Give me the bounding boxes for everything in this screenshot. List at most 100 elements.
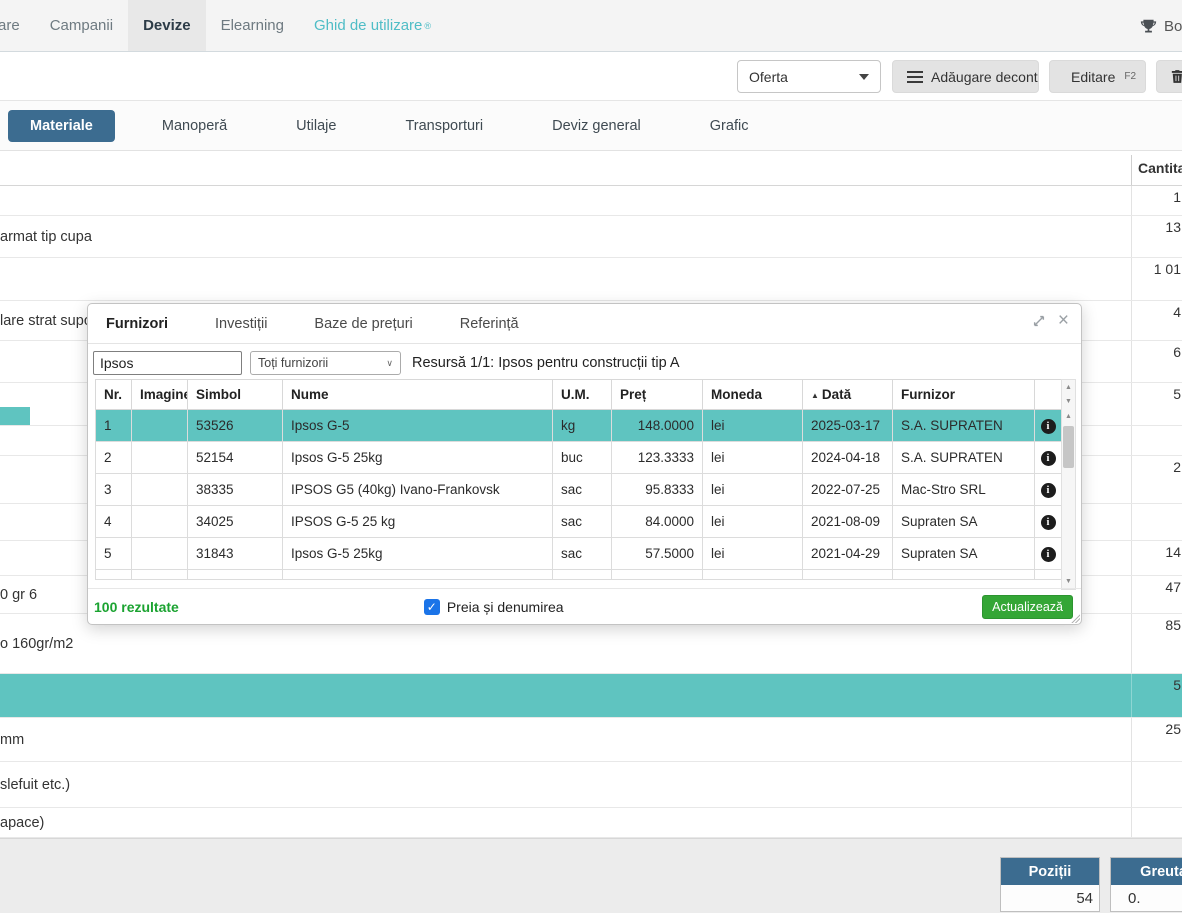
nav-user[interactable]: Bor xyxy=(1140,0,1182,52)
dialog-window-controls: × xyxy=(1032,310,1069,331)
suppliers-dialog: Furnizori Investiții Baze de prețuri Referi… xyxy=(87,303,1082,625)
column-header-label: Simbol xyxy=(196,387,242,402)
tab-manoperă[interactable]: Manoperă xyxy=(140,110,249,142)
nav-item-label: Ghid de utilizare xyxy=(313,17,423,34)
nav-item-label: Devize xyxy=(143,17,191,34)
nav-item[interactable]: Elearning xyxy=(206,0,299,51)
dialog-tab-investiții[interactable]: Investiții xyxy=(215,316,267,332)
dialog-tab-referință[interactable]: Referință xyxy=(460,316,519,332)
table-row[interactable]: armat tip cupa 13 xyxy=(0,216,1182,258)
column-header[interactable]: U.M. xyxy=(552,379,612,410)
cell-price: 123.3333 xyxy=(611,441,703,474)
grid-scrollbar[interactable]: ▲ ▼ ▲ ▼ xyxy=(1061,379,1076,590)
add-decont-label: Adăugare decont xyxy=(931,68,1038,85)
row-quantity: 6 xyxy=(1131,341,1182,382)
info-icon[interactable]: i xyxy=(1040,515,1056,530)
row-quantity xyxy=(1131,426,1182,455)
nav-item[interactable]: Campanii xyxy=(35,0,128,51)
tab-grafic[interactable]: Grafic xyxy=(688,110,771,142)
column-header[interactable]: Simbol xyxy=(187,379,283,410)
tab-transporturi[interactable]: Transporturi xyxy=(383,110,505,142)
dialog-tab-furnizori[interactable]: Furnizori xyxy=(106,316,168,332)
cell-price: 148.0000 xyxy=(611,409,703,442)
column-header[interactable]: Nume xyxy=(282,379,553,410)
empty-cell xyxy=(131,569,188,580)
cell-um: sac xyxy=(552,505,612,538)
take-name-option[interactable]: ✓ Preia și denumirea xyxy=(423,598,564,615)
dialog-tab-label: Furnizori xyxy=(106,315,169,332)
price-grid-header: Nr. Imagine Simbol Nume U.M. Preț Moneda ▲ Dată F… xyxy=(95,379,1062,410)
column-header[interactable]: ▲ Dată xyxy=(802,379,893,410)
edit-button[interactable]: Editare F2 xyxy=(1049,60,1146,93)
cell-name: Ipsos G-5 xyxy=(282,409,553,442)
cell-image xyxy=(131,505,188,538)
checkbox-checked[interactable]: ✓ xyxy=(423,598,440,615)
resize-handle[interactable] xyxy=(1071,614,1080,623)
nav-item[interactable]: Devize xyxy=(128,0,206,51)
price-row[interactable]: 3 38335 IPSOS G5 (40kg) Ivano-Frankovsk sac… xyxy=(95,473,1062,506)
nav-item[interactable]: are xyxy=(0,0,35,51)
column-header[interactable]: Nr. xyxy=(95,379,132,410)
cell-um: sac xyxy=(552,537,612,570)
delete-button[interactable]: Ș xyxy=(1156,60,1182,93)
cell-currency: lei xyxy=(702,473,803,506)
column-header-label: Moneda xyxy=(711,387,763,402)
tab-label: Deviz general xyxy=(552,117,641,134)
cell-currency: lei xyxy=(702,441,803,474)
nav-item[interactable]: Ghid de utilizare ® xyxy=(299,0,446,51)
row-quantity xyxy=(1131,762,1182,807)
info-icon[interactable]: i xyxy=(1040,483,1056,498)
info-icon[interactable]: i xyxy=(1040,547,1056,562)
table-row[interactable]: apace) xyxy=(0,808,1182,838)
empty-cell xyxy=(552,569,612,580)
dialog-tab-label: Referință xyxy=(459,315,519,332)
search-input[interactable] xyxy=(93,351,242,375)
table-row[interactable]: 1 01 xyxy=(0,258,1182,301)
price-grid-body: 1 53526 Ipsos G-5 kg 148.0000 lei 2025-03-17 S.… xyxy=(95,409,1062,580)
cell-price: 57.5000 xyxy=(611,537,703,570)
tab-utilaje[interactable]: Utilaje xyxy=(274,110,358,142)
offer-select[interactable]: Oferta xyxy=(737,60,881,93)
scroll-down-icon[interactable]: ▼ xyxy=(1065,398,1072,405)
table-row[interactable]: mm 25 xyxy=(0,718,1182,762)
close-icon[interactable]: × xyxy=(1057,310,1069,331)
column-header[interactable]: Moneda xyxy=(702,379,803,410)
price-row[interactable]: 5 31843 Ipsos G-5 25kg sac 57.5000 lei 2021-04… xyxy=(95,537,1062,570)
column-header[interactable]: Preț xyxy=(611,379,703,410)
edit-shortcut: F2 xyxy=(1124,71,1137,82)
scroll-down-icon[interactable]: ▼ xyxy=(1065,578,1072,585)
info-icon[interactable]: i xyxy=(1040,451,1056,466)
info-icon[interactable]: i xyxy=(1040,419,1056,434)
tab-deviz-general[interactable]: Deviz general xyxy=(530,110,663,142)
update-button[interactable]: Actualizează xyxy=(982,594,1073,619)
price-row[interactable]: 4 34025 IPSOS G-5 25 kg sac 84.0000 lei 2021-0… xyxy=(95,505,1062,538)
table-row[interactable]: slefuit etc.) xyxy=(0,762,1182,808)
row-quantity: 5 xyxy=(1131,383,1182,425)
dialog-tab-baze-de-prețuri[interactable]: Baze de prețuri xyxy=(314,316,412,332)
price-row[interactable]: 2 52154 Ipsos G-5 25kg buc 123.3333 lei 2024-0… xyxy=(95,441,1062,474)
row-label xyxy=(0,674,1182,717)
tab-materiale[interactable]: Materiale xyxy=(8,109,115,142)
column-header-label: Dată xyxy=(821,387,852,402)
expand-icon[interactable] xyxy=(1032,314,1046,328)
cell-um: buc xyxy=(552,441,612,474)
supplier-filter-select[interactable]: Toți furnizorii ∨ xyxy=(250,351,401,375)
scrollbar-thumb[interactable] xyxy=(1063,426,1074,468)
scroll-up-icon[interactable]: ▲ xyxy=(1065,384,1072,391)
row-label: lare strat supo xyxy=(0,312,92,329)
price-row[interactable]: 1 53526 Ipsos G-5 kg 148.0000 lei 2025-03-17 S.… xyxy=(95,409,1062,442)
empty-cell xyxy=(802,569,893,580)
empty-cell xyxy=(95,569,132,580)
selected-cell-fragment xyxy=(0,407,30,425)
scroll-up-icon[interactable]: ▲ xyxy=(1065,413,1072,420)
cell-nr: 5 xyxy=(95,537,132,570)
column-header[interactable]: Imagine xyxy=(131,379,188,410)
table-row[interactable]: 1 xyxy=(0,186,1182,216)
column-header[interactable]: Furnizor xyxy=(892,379,1035,410)
table-row[interactable]: 5 xyxy=(0,674,1182,718)
add-decont-button[interactable]: Adăugare decont xyxy=(892,60,1039,93)
cell-nr: 4 xyxy=(95,505,132,538)
column-header-label: Furnizor xyxy=(901,387,955,402)
tab-label: Grafic xyxy=(709,117,749,134)
empty-cell xyxy=(1034,569,1062,580)
